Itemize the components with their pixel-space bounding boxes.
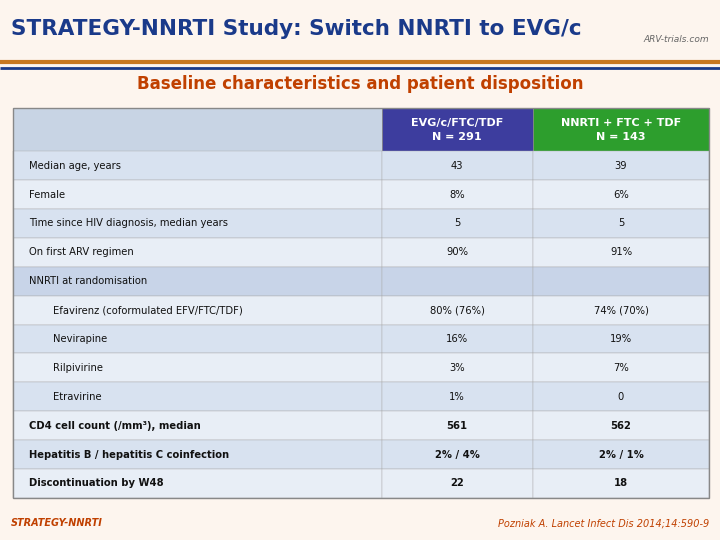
FancyBboxPatch shape bbox=[13, 382, 382, 411]
FancyBboxPatch shape bbox=[382, 440, 533, 469]
Text: 3%: 3% bbox=[449, 363, 465, 373]
Text: 2% / 1%: 2% / 1% bbox=[598, 449, 644, 460]
Text: EVG/c/FTC/TDF
N = 291: EVG/c/FTC/TDF N = 291 bbox=[411, 118, 503, 141]
Text: Pozniak A. Lancet Infect Dis 2014;14:590-9: Pozniak A. Lancet Infect Dis 2014;14:590… bbox=[498, 518, 709, 528]
FancyBboxPatch shape bbox=[13, 180, 382, 209]
FancyBboxPatch shape bbox=[13, 209, 382, 238]
FancyBboxPatch shape bbox=[533, 108, 709, 151]
Text: 0: 0 bbox=[618, 392, 624, 402]
Text: 7%: 7% bbox=[613, 363, 629, 373]
FancyBboxPatch shape bbox=[13, 469, 382, 498]
Text: 22: 22 bbox=[450, 478, 464, 489]
FancyBboxPatch shape bbox=[382, 267, 533, 296]
FancyBboxPatch shape bbox=[533, 411, 709, 440]
Text: 6%: 6% bbox=[613, 190, 629, 200]
Text: Baseline characteristics and patient disposition: Baseline characteristics and patient dis… bbox=[137, 75, 583, 92]
Text: 90%: 90% bbox=[446, 247, 468, 258]
FancyBboxPatch shape bbox=[13, 238, 382, 267]
Text: 5: 5 bbox=[454, 218, 460, 228]
Text: 562: 562 bbox=[611, 421, 631, 431]
FancyBboxPatch shape bbox=[382, 238, 533, 267]
Text: CD4 cell count (/mm³), median: CD4 cell count (/mm³), median bbox=[29, 421, 201, 431]
Text: ARV-trials.com: ARV-trials.com bbox=[644, 35, 709, 44]
Text: 16%: 16% bbox=[446, 334, 468, 344]
FancyBboxPatch shape bbox=[382, 325, 533, 353]
Text: Hepatitis B / hepatitis C coinfection: Hepatitis B / hepatitis C coinfection bbox=[29, 449, 229, 460]
FancyBboxPatch shape bbox=[533, 469, 709, 498]
FancyBboxPatch shape bbox=[13, 267, 382, 296]
Text: On first ARV regimen: On first ARV regimen bbox=[29, 247, 133, 258]
FancyBboxPatch shape bbox=[382, 209, 533, 238]
Text: Nevirapine: Nevirapine bbox=[53, 334, 107, 344]
Text: NNRTI at randomisation: NNRTI at randomisation bbox=[29, 276, 147, 286]
FancyBboxPatch shape bbox=[13, 151, 382, 180]
Text: STRATEGY-NNRTI Study: Switch NNRTI to EVG/c: STRATEGY-NNRTI Study: Switch NNRTI to EV… bbox=[11, 19, 582, 39]
Text: 43: 43 bbox=[451, 160, 464, 171]
FancyBboxPatch shape bbox=[533, 209, 709, 238]
Text: 8%: 8% bbox=[449, 190, 465, 200]
Text: Median age, years: Median age, years bbox=[29, 160, 121, 171]
FancyBboxPatch shape bbox=[533, 296, 709, 325]
FancyBboxPatch shape bbox=[533, 180, 709, 209]
Text: Discontinuation by W48: Discontinuation by W48 bbox=[29, 478, 163, 489]
Text: 2% / 4%: 2% / 4% bbox=[435, 449, 480, 460]
FancyBboxPatch shape bbox=[382, 469, 533, 498]
FancyBboxPatch shape bbox=[533, 325, 709, 353]
FancyBboxPatch shape bbox=[382, 108, 533, 151]
FancyBboxPatch shape bbox=[533, 267, 709, 296]
Text: 19%: 19% bbox=[610, 334, 632, 344]
Text: Rilpivirine: Rilpivirine bbox=[53, 363, 102, 373]
FancyBboxPatch shape bbox=[13, 354, 382, 382]
FancyBboxPatch shape bbox=[13, 325, 382, 353]
Text: 1%: 1% bbox=[449, 392, 465, 402]
Text: 5: 5 bbox=[618, 218, 624, 228]
Text: NNRTI + FTC + TDF
N = 143: NNRTI + FTC + TDF N = 143 bbox=[561, 118, 681, 141]
FancyBboxPatch shape bbox=[533, 440, 709, 469]
FancyBboxPatch shape bbox=[533, 354, 709, 382]
FancyBboxPatch shape bbox=[13, 440, 382, 469]
Text: 561: 561 bbox=[446, 421, 468, 431]
FancyBboxPatch shape bbox=[382, 151, 533, 180]
Text: STRATEGY-NNRTI: STRATEGY-NNRTI bbox=[11, 518, 103, 528]
FancyBboxPatch shape bbox=[533, 238, 709, 267]
FancyBboxPatch shape bbox=[382, 296, 533, 325]
Text: 18: 18 bbox=[614, 478, 628, 489]
Text: 80% (76%): 80% (76%) bbox=[430, 305, 485, 315]
Text: Time since HIV diagnosis, median years: Time since HIV diagnosis, median years bbox=[29, 218, 228, 228]
FancyBboxPatch shape bbox=[382, 354, 533, 382]
FancyBboxPatch shape bbox=[13, 411, 382, 440]
Text: 74% (70%): 74% (70%) bbox=[593, 305, 649, 315]
FancyBboxPatch shape bbox=[382, 411, 533, 440]
Text: 39: 39 bbox=[615, 160, 627, 171]
Text: 91%: 91% bbox=[610, 247, 632, 258]
FancyBboxPatch shape bbox=[533, 382, 709, 411]
Text: Female: Female bbox=[29, 190, 65, 200]
Text: Etravirine: Etravirine bbox=[53, 392, 102, 402]
FancyBboxPatch shape bbox=[382, 382, 533, 411]
FancyBboxPatch shape bbox=[533, 151, 709, 180]
Text: Efavirenz (coformulated EFV/FTC/TDF): Efavirenz (coformulated EFV/FTC/TDF) bbox=[53, 305, 243, 315]
FancyBboxPatch shape bbox=[13, 108, 382, 151]
FancyBboxPatch shape bbox=[13, 296, 382, 325]
FancyBboxPatch shape bbox=[382, 180, 533, 209]
